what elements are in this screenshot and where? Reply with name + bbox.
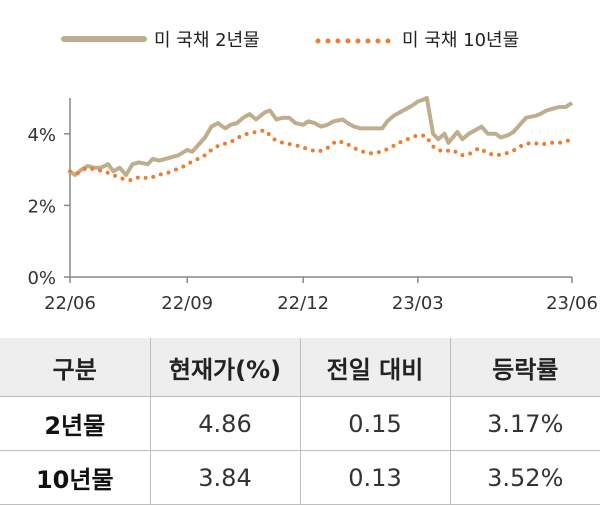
y-tick-label: 0% — [27, 268, 56, 289]
x-tick-label: 23/06 — [546, 293, 598, 314]
row-current-price: 4.86 — [149, 396, 300, 451]
legend-label-2y: 미 국채 2년물 — [154, 30, 260, 51]
x-tick-label: 22/09 — [161, 293, 213, 314]
x-tick-label: 23/03 — [392, 293, 444, 314]
row-daily-change: 0.13 — [299, 450, 450, 505]
table-row: 10년물 3.84 0.13 3.52% — [0, 450, 600, 505]
row-label: 2년물 — [0, 396, 150, 451]
x-tick-label: 22/12 — [277, 293, 329, 314]
y-tick-label: 2% — [27, 196, 56, 217]
row-current-price: 3.84 — [149, 450, 300, 505]
series-line-2y — [68, 96, 574, 177]
row-daily-change: 0.15 — [299, 396, 450, 451]
series-line-10y — [68, 128, 574, 183]
row-change-rate: 3.17% — [449, 396, 600, 451]
x-tick-label: 22/06 — [44, 293, 96, 314]
yield-table: 구분 현재가(%) 전일 대비 등락률 2년물 4.86 0.15 3.17% … — [0, 338, 600, 505]
row-change-rate: 3.52% — [449, 450, 600, 505]
row-label: 10년물 — [0, 450, 150, 505]
legend-label-10y: 미 국채 10년물 — [402, 30, 519, 51]
table-row: 2년물 4.86 0.15 3.17% — [0, 396, 600, 451]
table-header-row: 구분 현재가(%) 전일 대비 등락률 — [0, 338, 600, 397]
yield-chart: 0% 2% 4% 22/06 22/09 22/12 23/03 23/06 미 국채 2년물 미… — [27, 30, 598, 314]
header-category: 구분 — [0, 338, 150, 397]
header-change-rate: 등락률 — [449, 338, 600, 397]
header-daily-change: 전일 대비 — [299, 338, 450, 397]
y-tick-label: 4% — [27, 125, 56, 146]
chart-svg: 0% 2% 4% 22/06 22/09 22/12 23/03 23/06 미 국채 2년물 미… — [27, 30, 598, 314]
header-current-price: 현재가(%) — [149, 338, 300, 397]
